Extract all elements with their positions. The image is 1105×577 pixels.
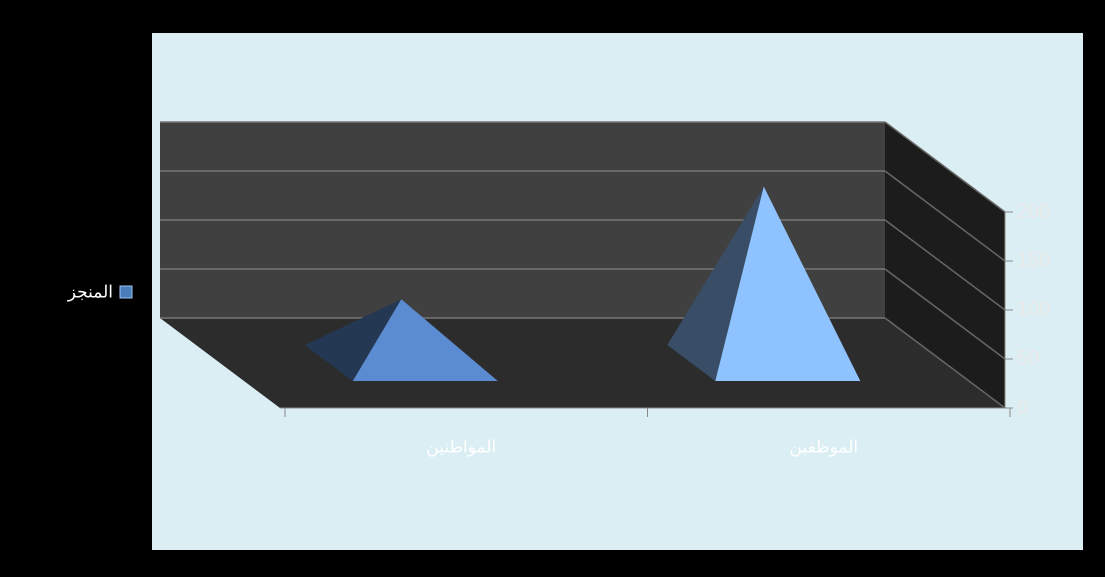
grid-line (884, 170, 1006, 262)
grid-line (884, 317, 1006, 409)
legend-marker (119, 285, 133, 299)
y-tick-label: 150 (1017, 249, 1050, 271)
pyramid-front (352, 299, 498, 381)
pyramid-side (667, 186, 764, 381)
grid-line (884, 121, 1006, 213)
pyramid-side (304, 299, 402, 381)
x-tick-label: المواطنين (426, 437, 496, 457)
y-tick-label: 100 (1017, 298, 1050, 320)
grid-line (884, 268, 1006, 360)
y-tick-label: 0 (1017, 396, 1028, 418)
legend-label: المنجز (67, 282, 113, 302)
grid-line (884, 219, 1006, 311)
x-tick-label: الموظفين (789, 437, 858, 457)
floor (160, 318, 1005, 408)
y-tick-label: 50 (1017, 347, 1039, 369)
y-tick-label: 200 (1017, 200, 1050, 222)
pyramid-front (715, 186, 861, 381)
